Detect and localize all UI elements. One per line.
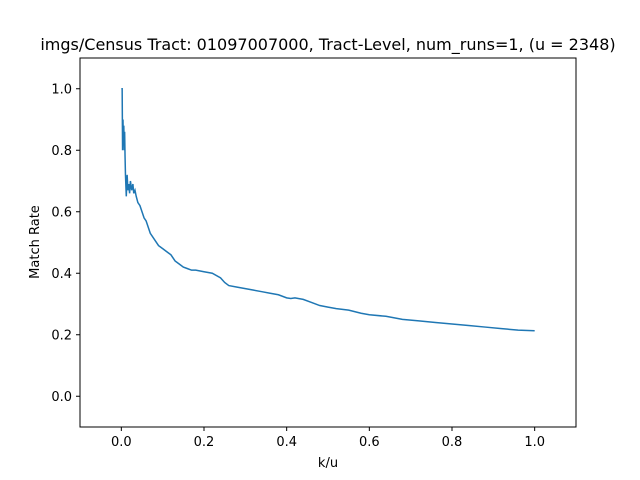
x-tick-label: 0.6 <box>359 435 380 450</box>
x-axis-ticks: 0.0 0.2 0.4 0.6 0.8 1.0 <box>111 427 545 450</box>
chart-title: imgs/Census Tract: 01097007000, Tract-Le… <box>40 35 615 55</box>
series-line <box>121 88 535 332</box>
x-tick-label: 0.2 <box>194 435 215 450</box>
x-tick-label: 0.4 <box>276 435 297 450</box>
y-axis-ticks: 0.0 0.2 0.4 0.6 0.8 1.0 <box>51 82 80 405</box>
y-tick-label: 0.6 <box>51 205 72 220</box>
y-tick-label: 0.8 <box>51 144 72 159</box>
x-tick-label: 1.0 <box>524 435 545 450</box>
x-axis-label: k/u <box>318 456 338 471</box>
y-tick-label: 0.2 <box>51 328 72 343</box>
plot-area <box>79 57 577 428</box>
y-tick-label: 0.0 <box>51 390 72 405</box>
x-tick-label: 0.8 <box>442 435 463 450</box>
x-tick-label: 0.0 <box>111 435 132 450</box>
y-axis-label: Match Rate <box>28 205 43 279</box>
y-tick-label: 1.0 <box>51 82 72 97</box>
y-tick-label: 0.4 <box>51 267 72 282</box>
